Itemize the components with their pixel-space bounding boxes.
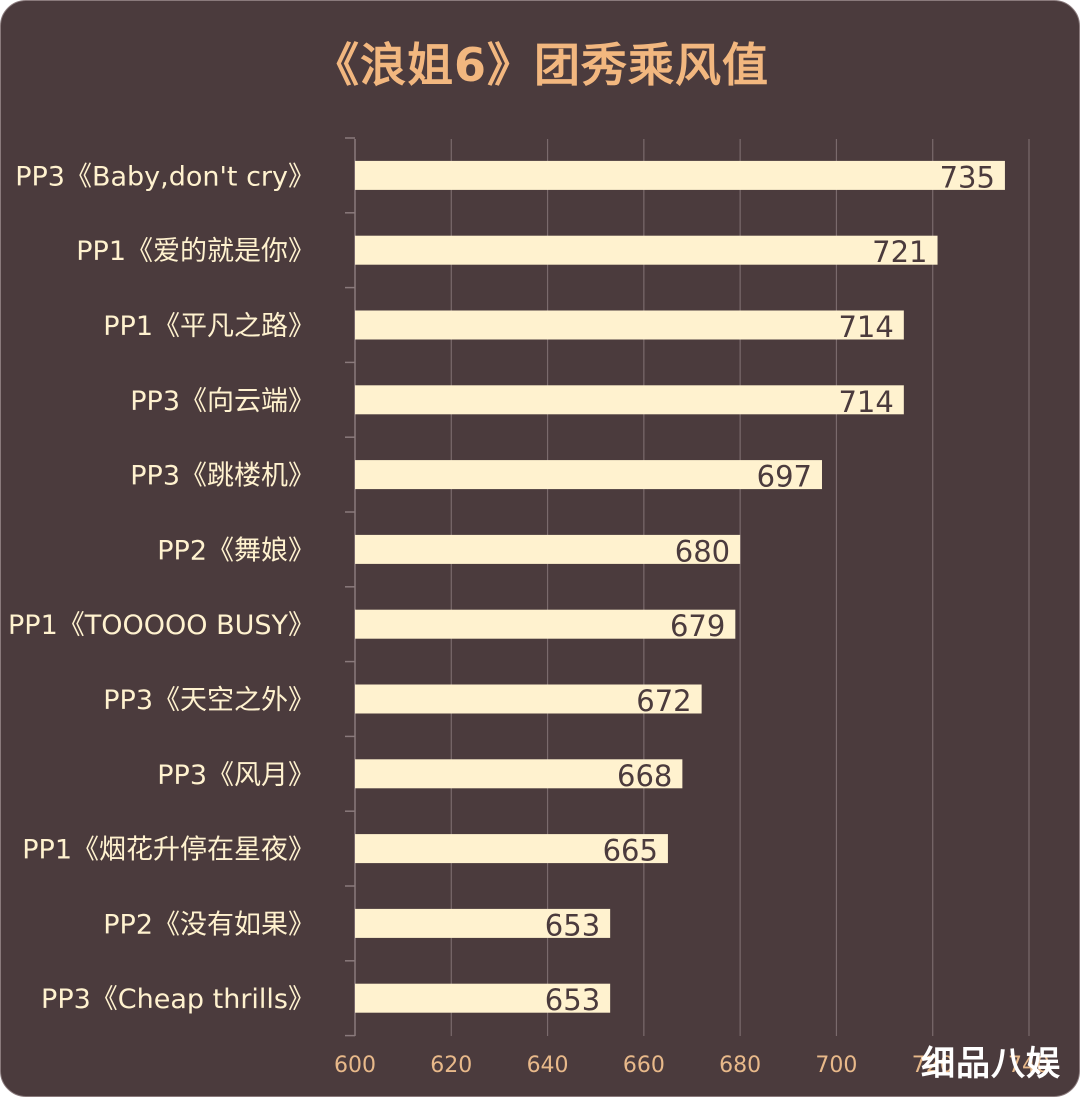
bar: [355, 160, 1005, 190]
bar: [355, 310, 904, 340]
value-label: 721: [872, 235, 927, 269]
category-label: PP1《TOOOOO BUSY》: [8, 610, 315, 641]
bar: [355, 834, 668, 864]
bar: [355, 460, 822, 490]
value-label: 735: [940, 160, 995, 194]
category-label: PP3《跳楼机》: [130, 461, 315, 492]
category-label: PP1《平凡之路》: [103, 311, 315, 342]
category-label: PP3《Cheap thrills》: [41, 984, 315, 1015]
category-label: PP1《爱的就是你》: [76, 236, 315, 267]
category-label: PP3《风月》: [157, 760, 315, 791]
x-tick-label: 620: [430, 1053, 472, 1078]
value-label: 653: [545, 908, 600, 942]
bar: [355, 983, 611, 1013]
bar: [355, 908, 611, 938]
category-label: PP2《没有如果》: [103, 909, 315, 940]
category-label: PP1《烟花升停在星夜》: [22, 835, 315, 866]
bar: [355, 235, 938, 265]
category-label: PP3《向云端》: [130, 386, 315, 417]
value-label: 672: [636, 684, 691, 718]
value-label: 679: [670, 609, 725, 643]
value-label: 653: [545, 983, 600, 1017]
category-label: PP3《天空之外》: [103, 685, 315, 716]
bar: [355, 385, 904, 415]
value-label: 714: [838, 385, 893, 419]
value-label: 697: [757, 460, 812, 494]
value-label: 665: [603, 834, 658, 868]
x-tick-label: 740: [1008, 1053, 1050, 1078]
bar: [355, 759, 683, 789]
bar: [355, 534, 741, 564]
x-tick-label: 720: [912, 1053, 954, 1078]
x-tick-label: 700: [815, 1053, 857, 1078]
x-tick-label: 640: [527, 1053, 569, 1078]
x-tick-label: 600: [334, 1053, 376, 1078]
value-label: 668: [617, 759, 672, 793]
x-tick-label: 660: [623, 1053, 665, 1078]
chart-title: 《浪姐6》团秀乘风值: [312, 38, 769, 92]
x-tick-label: 680: [719, 1053, 761, 1078]
value-label: 680: [675, 534, 730, 568]
bar: [355, 684, 702, 714]
category-label: PP2《舞娘》: [157, 535, 315, 566]
value-label: 714: [838, 310, 893, 344]
category-label: PP3《Baby,don't cry》: [15, 161, 315, 192]
bar: [355, 609, 736, 639]
watermark-text: 细品八娱: [921, 1044, 1061, 1084]
